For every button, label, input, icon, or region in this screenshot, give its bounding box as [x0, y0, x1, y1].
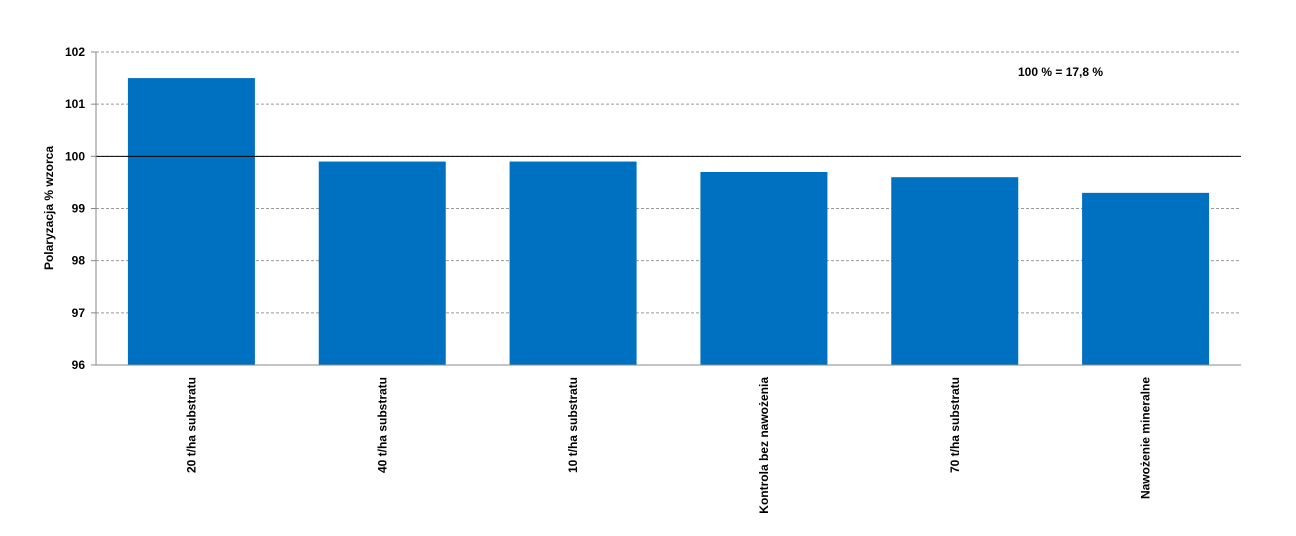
bar: [127, 78, 255, 365]
bar: [700, 171, 828, 365]
x-tick-labels: 20 t/ha substratu 40 t/ha substratu 10 t/h…: [184, 377, 1152, 514]
annotation-scale: 100 % = 17,8 %: [1018, 65, 1103, 79]
x-tick-label: Nawożenie mineralne: [1139, 377, 1153, 499]
y-tick-label: 98: [72, 254, 86, 268]
x-tick-label: 40 t/ha substratu: [375, 377, 389, 473]
y-tick-label: 101: [65, 97, 85, 111]
x-tick-label: 20 t/ha substratu: [184, 377, 198, 473]
bars: [127, 78, 1210, 365]
y-tick-label: 100: [65, 149, 85, 163]
bar: [509, 161, 637, 365]
x-tick-label: Kontrola bez nawożenia: [757, 377, 771, 514]
bar: [891, 177, 1019, 365]
y-tick-label: 97: [72, 306, 86, 320]
y-tick-labels: 96 97 98 99 100 101 102: [65, 45, 96, 372]
bar: [318, 161, 446, 365]
y-tick-label: 102: [65, 45, 85, 59]
y-tick-label: 99: [72, 202, 86, 216]
x-tick-label: 10 t/ha substratu: [566, 377, 580, 473]
y-tick-label: 96: [72, 358, 86, 372]
bar: [1082, 192, 1210, 365]
x-tick-label: 70 t/ha substratu: [948, 377, 962, 473]
gridlines: [96, 51, 1241, 314]
y-axis-title: Polaryzacja % wzorca: [42, 146, 56, 270]
